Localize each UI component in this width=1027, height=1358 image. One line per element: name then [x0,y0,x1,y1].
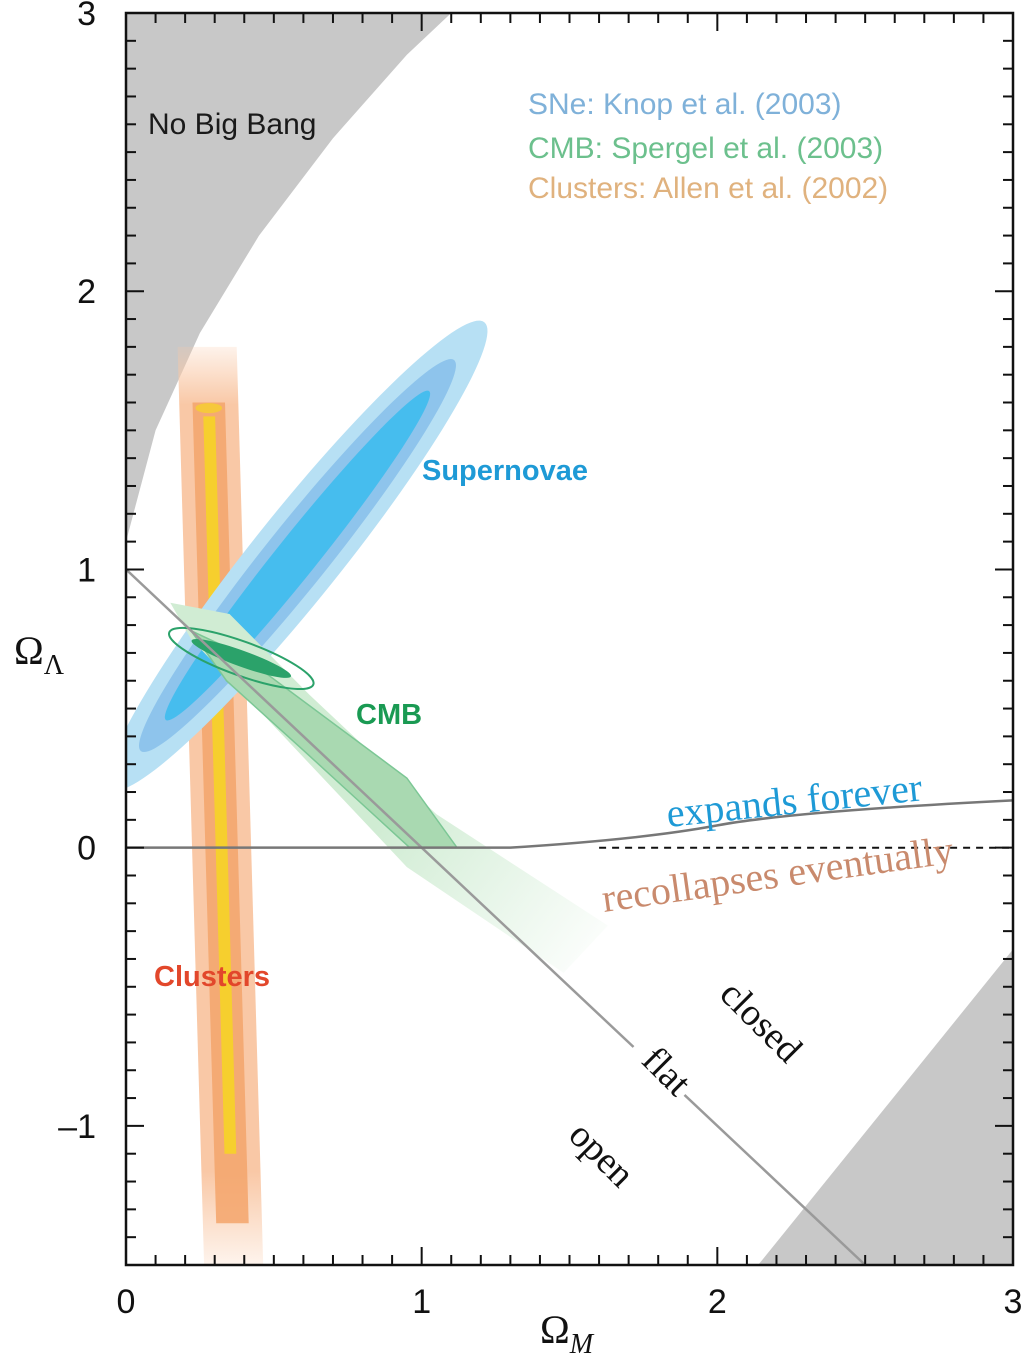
x-axis-title-main: Ω [540,1307,570,1352]
x-axis-title-sub: M [569,1329,595,1358]
x-tick-label: 3 [1004,1283,1023,1321]
x-tick-label: 0 [117,1283,136,1321]
y-tick-label: 2 [77,273,96,311]
regions-layer [126,13,1013,1265]
geometry-label-closed: closed [712,973,810,1071]
plot-area [126,13,1013,1265]
y-axis-title-main: Ω [14,628,44,673]
flat-universe-line [126,568,867,1265]
ticks-layer [125,12,1014,1266]
geometry-label-open: open [561,1114,643,1196]
lines-layer [126,568,1013,1265]
x-axis-title: ΩM [540,1307,595,1358]
supernovae-label: Supernovae [422,455,588,487]
y-axis-title-sub: Λ [44,650,65,681]
flat-line-label-gap [618,1023,707,1112]
y-tick-label: 3 [77,0,96,33]
y-axis-title: ΩΛ [14,628,65,681]
region-label-no-big-bang: No Big Bang [148,108,316,141]
cmb-dataset [168,602,608,973]
cmb-label: CMB [356,699,422,731]
y-tick-label: –1 [58,1108,96,1146]
y-tick-label: 0 [77,830,96,868]
expands-forever-curve [126,799,1013,849]
legend-entry-clusters: Clusters: Allen et al. (2002) [528,172,888,205]
legend-entry-sne: SNe: Knop et al. (2003) [528,88,842,121]
legend-entry-cmb: CMB: Spergel et al. (2003) [528,132,883,165]
region-no-big-bang [126,13,452,542]
x-tick-label: 1 [412,1283,431,1321]
cmb-core-outline [168,626,315,691]
region-lower-right [758,949,1013,1265]
tick-labels: 0 1 2 3 –1 0 1 2 3 [58,0,1022,1321]
recollapses-eventually-label: recollapses eventually [599,827,956,921]
clusters-dataset [177,346,264,1265]
x-tick-label: 2 [708,1283,727,1321]
y-tick-label: 1 [77,551,96,589]
cmb-core-ellipse [191,639,292,678]
expands-forever-label: expands forever [664,764,924,836]
clusters-label: Clusters [154,961,270,993]
clusters-band-cap [195,403,223,414]
